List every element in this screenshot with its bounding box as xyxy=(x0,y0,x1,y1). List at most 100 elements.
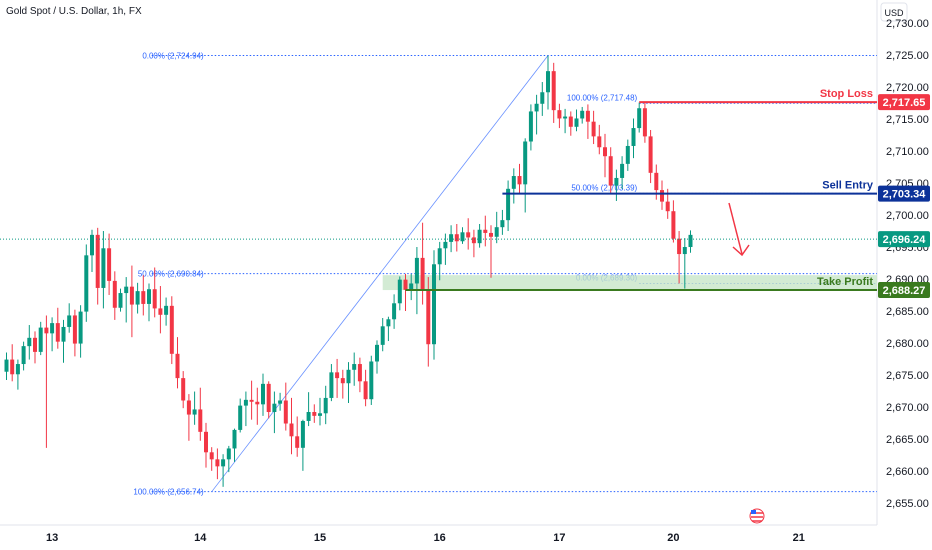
candle-body xyxy=(546,71,550,93)
candle-body xyxy=(620,163,625,178)
candle-body xyxy=(186,400,191,415)
candle-body xyxy=(300,420,305,448)
candle-body xyxy=(580,110,585,119)
y-tick-label: 2,715.00 xyxy=(886,114,929,126)
candle-body xyxy=(603,147,607,157)
candle-body xyxy=(420,257,425,290)
candle-body xyxy=(33,337,37,352)
candle-body xyxy=(107,248,112,281)
candle-body xyxy=(283,400,288,424)
x-tick-label: 15 xyxy=(314,532,326,544)
candle-body xyxy=(181,378,186,401)
take-profit-tag: 2,688.27 xyxy=(883,285,926,297)
y-tick-label: 2,700.00 xyxy=(886,210,929,222)
x-tick-label: 13 xyxy=(46,532,58,544)
candle-body xyxy=(500,220,505,228)
candle-body xyxy=(477,229,482,244)
y-tick-label: 2,730.00 xyxy=(886,18,929,30)
chart-title: Gold Spot / U.S. Dollar, 1h, FX xyxy=(6,6,142,17)
sell-entry-tag: 2,703.34 xyxy=(883,189,927,201)
candlestick-series xyxy=(4,55,693,487)
sell-entry-label: Sell Entry xyxy=(822,180,874,192)
candle-body xyxy=(226,448,231,460)
candle-body xyxy=(61,326,66,342)
candle-body xyxy=(329,372,334,398)
candle-body xyxy=(357,364,362,382)
stop-loss-tag-bg xyxy=(878,94,930,111)
candle-body xyxy=(557,110,562,119)
fib-level-label: 0.00% (2,724.94) xyxy=(142,52,204,61)
candle-body xyxy=(608,156,613,186)
candle-body xyxy=(534,103,539,112)
candle-body xyxy=(340,378,345,384)
candle-body xyxy=(21,346,26,365)
fibonacci-retracement[interactable]: 0.00% (2,724.94) 50.00% (2,690.84) 100.00%… xyxy=(133,52,877,497)
candle-body xyxy=(335,372,340,379)
candle-body xyxy=(631,128,636,146)
candle-body xyxy=(289,423,294,437)
candle-body xyxy=(460,232,465,242)
candle-body xyxy=(55,323,60,342)
candle-body xyxy=(10,359,15,375)
candle-body xyxy=(494,227,499,237)
down-arrow-annotation[interactable] xyxy=(728,202,750,257)
candle-body xyxy=(375,344,379,362)
candle-body xyxy=(27,337,32,347)
candle-body xyxy=(506,188,511,221)
last-price-tag-bg xyxy=(878,231,930,248)
candle-body xyxy=(642,108,647,137)
candle-body xyxy=(38,327,43,352)
sell-entry-tag-bg xyxy=(878,185,930,202)
candle-body xyxy=(295,436,300,448)
price-tags: 2,717.65 2,703.34 2,696.24 2,688.27 xyxy=(878,94,930,299)
candle-body xyxy=(426,289,431,345)
candle-body xyxy=(660,190,664,202)
trade-levels[interactable]: Stop Loss Sell Entry Take Profit xyxy=(0,88,877,292)
candle-body xyxy=(164,305,169,315)
candle-body xyxy=(141,291,146,304)
candle-body xyxy=(147,289,151,304)
candle-body xyxy=(169,305,174,354)
candle-body xyxy=(563,116,568,119)
candle-body xyxy=(471,237,476,244)
y-tick-label: 2,670.00 xyxy=(886,402,929,414)
candle-body xyxy=(158,308,163,315)
y-tick-label: 2,685.00 xyxy=(886,306,929,318)
candle-body xyxy=(72,315,77,344)
candle-body xyxy=(95,234,100,288)
candle-body xyxy=(369,361,374,400)
y-axis-ticks: 2,730.00 2,725.00 2,720.00 2,715.00 2,710.00… xyxy=(886,18,929,510)
candle-body xyxy=(232,429,237,449)
take-profit-tag-bg xyxy=(878,282,930,299)
candle-body xyxy=(50,323,55,334)
candle-body xyxy=(432,264,436,345)
candle-body xyxy=(306,412,311,421)
candle-body xyxy=(489,232,493,237)
candle-body xyxy=(15,364,20,375)
candle-body xyxy=(637,108,642,129)
x-axis-ticks: 13 14 15 16 17 20 21 xyxy=(46,532,805,544)
stop-loss-tag: 2,717.65 xyxy=(883,97,926,109)
candle-body xyxy=(238,405,243,430)
candle-body xyxy=(249,399,254,402)
candle-body xyxy=(677,238,682,255)
candle-body xyxy=(209,452,214,460)
us-flag-icon[interactable] xyxy=(749,508,765,524)
candle-body xyxy=(78,311,83,344)
candle-body xyxy=(346,369,351,384)
y-tick-label: 2,710.00 xyxy=(886,146,929,158)
candle-body xyxy=(175,353,180,379)
candle-body xyxy=(523,141,528,185)
y-tick-label: 2,665.00 xyxy=(886,434,929,446)
candle-body xyxy=(437,248,442,265)
candle-body xyxy=(380,326,385,345)
candle-body xyxy=(118,293,123,308)
candle-body xyxy=(449,234,454,242)
candle-body xyxy=(129,286,134,305)
currency-button[interactable] xyxy=(880,2,908,22)
candle-body xyxy=(243,399,248,406)
y-tick-label: 2,655.00 xyxy=(886,498,929,510)
candle-body xyxy=(597,136,602,148)
candle-body xyxy=(551,71,556,111)
